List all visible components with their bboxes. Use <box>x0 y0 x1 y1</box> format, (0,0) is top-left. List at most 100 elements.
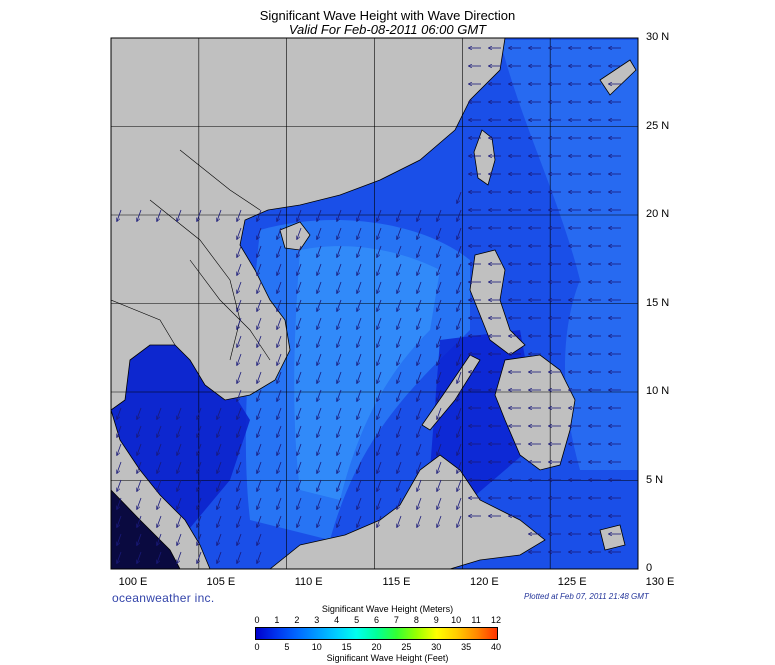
wave-direction-arrow <box>397 389 402 401</box>
wave-direction-arrow <box>117 443 122 455</box>
wave-direction-arrow <box>397 299 402 311</box>
wave-direction-arrow <box>277 443 282 455</box>
wave-direction-arrow <box>317 515 322 527</box>
wave-direction-arrow <box>317 209 322 221</box>
wave-direction-arrow <box>257 335 262 347</box>
wave-direction-arrow <box>457 389 462 401</box>
wave-direction-arrow <box>137 515 142 527</box>
longitude-label: 120 E <box>469 576 499 588</box>
wave-direction-arrow <box>337 443 342 455</box>
land-mindanao <box>494 354 576 471</box>
wave-direction-arrow <box>377 461 382 473</box>
wave-direction-arrow <box>257 533 262 545</box>
wave-direction-arrow <box>297 389 302 401</box>
wave-direction-arrow <box>277 209 282 221</box>
colorbar-meters-tick: 6 <box>373 615 380 625</box>
wave-direction-arrow <box>377 443 382 455</box>
wave-direction-arrow <box>457 443 462 455</box>
wave-direction-arrow <box>257 263 262 275</box>
colorbar-meters-tick: 7 <box>393 615 399 625</box>
wave-direction-arrow <box>397 443 402 455</box>
wave-direction-arrow <box>237 353 242 365</box>
wave-direction-arrow <box>337 497 342 509</box>
wave-direction-arrow <box>177 443 182 455</box>
wave-zone-east <box>500 40 638 470</box>
wave-direction-arrow <box>237 551 242 563</box>
wave-direction-arrow <box>277 407 282 419</box>
wave-direction-arrow <box>377 299 382 311</box>
wave-direction-arrow <box>437 407 442 419</box>
wave-direction-arrow <box>277 389 282 401</box>
wave-direction-arrow <box>217 497 222 509</box>
land-borneo <box>269 454 546 569</box>
wave-direction-arrow <box>337 515 342 527</box>
wave-direction-arrow <box>177 497 182 509</box>
wave-direction-arrow <box>117 479 122 491</box>
wave-direction-arrow <box>457 191 462 203</box>
wave-direction-arrow <box>397 335 402 347</box>
wave-direction-arrow <box>437 515 442 527</box>
wave-direction-arrow <box>377 479 382 491</box>
wave-direction-arrow <box>457 479 462 491</box>
wave-direction-arrow <box>257 515 262 527</box>
wave-direction-arrow <box>457 263 462 275</box>
wave-direction-arrow <box>417 299 422 311</box>
wave-direction-arrow <box>437 371 442 383</box>
colorbar <box>255 627 498 640</box>
wave-direction-arrow <box>417 245 422 257</box>
wave-direction-arrow <box>417 443 422 455</box>
wave-direction-arrow <box>217 443 222 455</box>
wave-direction-arrow <box>377 245 382 257</box>
wave-direction-arrow <box>217 479 222 491</box>
wave-direction-arrow <box>217 551 222 563</box>
wave-direction-arrow <box>257 281 262 293</box>
wave-direction-arrow <box>297 461 302 473</box>
wave-direction-arrow <box>357 281 362 293</box>
wave-direction-arrow <box>437 299 442 311</box>
wave-direction-arrow <box>117 515 122 527</box>
wave-direction-arrow <box>297 281 302 293</box>
wave-direction-arrow <box>437 209 442 221</box>
map-frame <box>110 37 639 570</box>
wave-direction-arrow <box>297 425 302 437</box>
colorbar-meters-tick: 2 <box>294 615 300 625</box>
wave-direction-arrow <box>277 245 282 257</box>
wave-direction-arrow <box>417 227 422 239</box>
wave-direction-arrow <box>217 533 222 545</box>
wave-direction-arrow <box>357 335 362 347</box>
wave-direction-arrow <box>317 371 322 383</box>
wave-direction-arrow <box>177 461 182 473</box>
wave-direction-arrow <box>317 425 322 437</box>
wave-direction-arrow <box>357 299 362 311</box>
land-sulawesi-tip <box>599 524 626 551</box>
wave-direction-arrow <box>357 371 362 383</box>
wave-direction-arrow <box>337 227 342 239</box>
wave-direction-arrow <box>357 245 362 257</box>
wave-direction-arrow <box>117 425 122 437</box>
wave-direction-arrow <box>417 371 422 383</box>
wave-direction-arrow <box>137 497 142 509</box>
colorbar-meters-tick: 9 <box>433 615 439 625</box>
wave-direction-arrow <box>317 461 322 473</box>
wave-direction-arrow <box>257 371 262 383</box>
wave-direction-arrow <box>277 353 282 365</box>
wave-direction-arrow <box>357 407 362 419</box>
wave-direction-arrow <box>237 227 242 239</box>
wave-direction-arrow <box>377 371 382 383</box>
wave-direction-arrow <box>337 299 342 311</box>
wave-direction-arrow <box>317 497 322 509</box>
wave-direction-arrow <box>457 335 462 347</box>
wave-direction-arrow <box>457 317 462 329</box>
wave-direction-arrow <box>137 533 142 545</box>
wave-direction-arrow <box>237 263 242 275</box>
wave-direction-arrow <box>437 335 442 347</box>
wave-direction-arrow <box>257 443 262 455</box>
wave-direction-arrow <box>297 479 302 491</box>
wave-direction-arrow <box>317 317 322 329</box>
wave-direction-arrow <box>157 515 162 527</box>
wave-direction-arrow <box>377 407 382 419</box>
wave-direction-arrow <box>117 461 122 473</box>
wave-direction-arrow <box>457 407 462 419</box>
colorbar-feet-tick: 0 <box>254 642 260 652</box>
